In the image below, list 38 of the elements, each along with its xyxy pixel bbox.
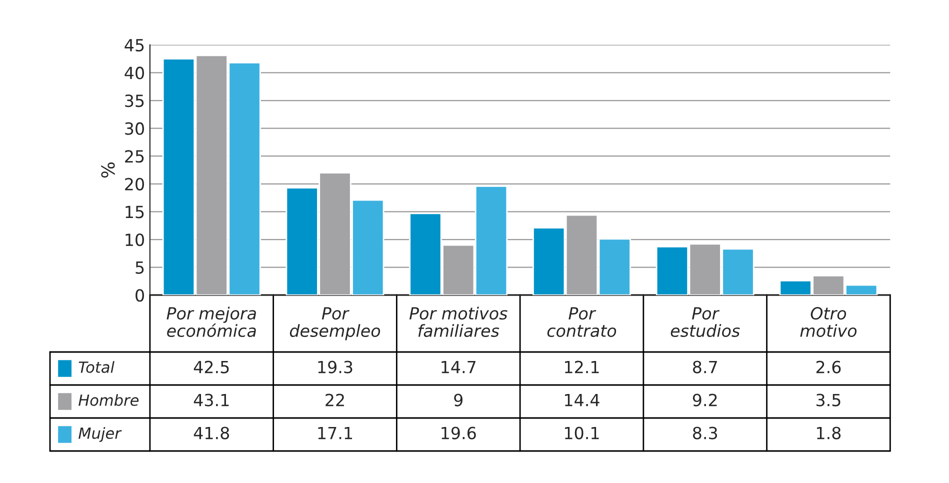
data-label: 14.4 xyxy=(565,394,600,406)
data-label: 10.1 xyxy=(565,426,599,440)
data-label: 9.2 xyxy=(692,394,717,406)
y-tick-label: 35 xyxy=(125,94,144,108)
y-tick-label: 45 xyxy=(124,39,144,52)
data-label: 43.1 xyxy=(194,394,229,406)
data-label: 1.8 xyxy=(817,426,841,440)
y-tick-label: 40 xyxy=(124,66,144,80)
data-label: 8.7 xyxy=(692,360,717,374)
x-tick-label: Por estudios xyxy=(670,307,740,338)
data-label: 2.6 xyxy=(816,360,841,374)
data-label: 42.5 xyxy=(194,360,229,374)
data-label: 17.1 xyxy=(318,426,352,440)
legend-label: Hombre xyxy=(78,394,139,406)
data-label: 19.3 xyxy=(318,360,352,374)
y-tick-label: 0 xyxy=(136,289,144,302)
x-tick-label: Por motivos familiares xyxy=(409,306,508,338)
data-label: 19.6 xyxy=(442,426,476,440)
data-label: 3.5 xyxy=(816,394,840,406)
data-label: 9 xyxy=(454,394,462,406)
legend-label: Mujer xyxy=(78,427,122,442)
y-tick-label: 25 xyxy=(125,150,144,163)
legend-label: Total xyxy=(78,361,114,373)
y-tick-label: 30 xyxy=(125,122,144,135)
y-tick-label: 5 xyxy=(136,261,144,274)
y-tick-label: 20 xyxy=(125,178,144,190)
y-tick-label: 15 xyxy=(126,206,144,218)
data-label: 22 xyxy=(326,394,344,406)
x-tick-label: Por desempleo xyxy=(290,307,380,340)
y-axis-title: % xyxy=(101,162,115,178)
data-label: 14.7 xyxy=(442,360,476,374)
data-label: 41.8 xyxy=(194,426,230,440)
x-tick-label: Otro motivo xyxy=(800,307,857,338)
data-label: 8.3 xyxy=(692,426,718,440)
data-label: 12.1 xyxy=(565,360,599,374)
x-tick-label: Por mejora económica xyxy=(166,306,256,338)
y-tick-label: 10 xyxy=(126,233,144,246)
x-tick-label: Por contrato xyxy=(547,307,616,338)
